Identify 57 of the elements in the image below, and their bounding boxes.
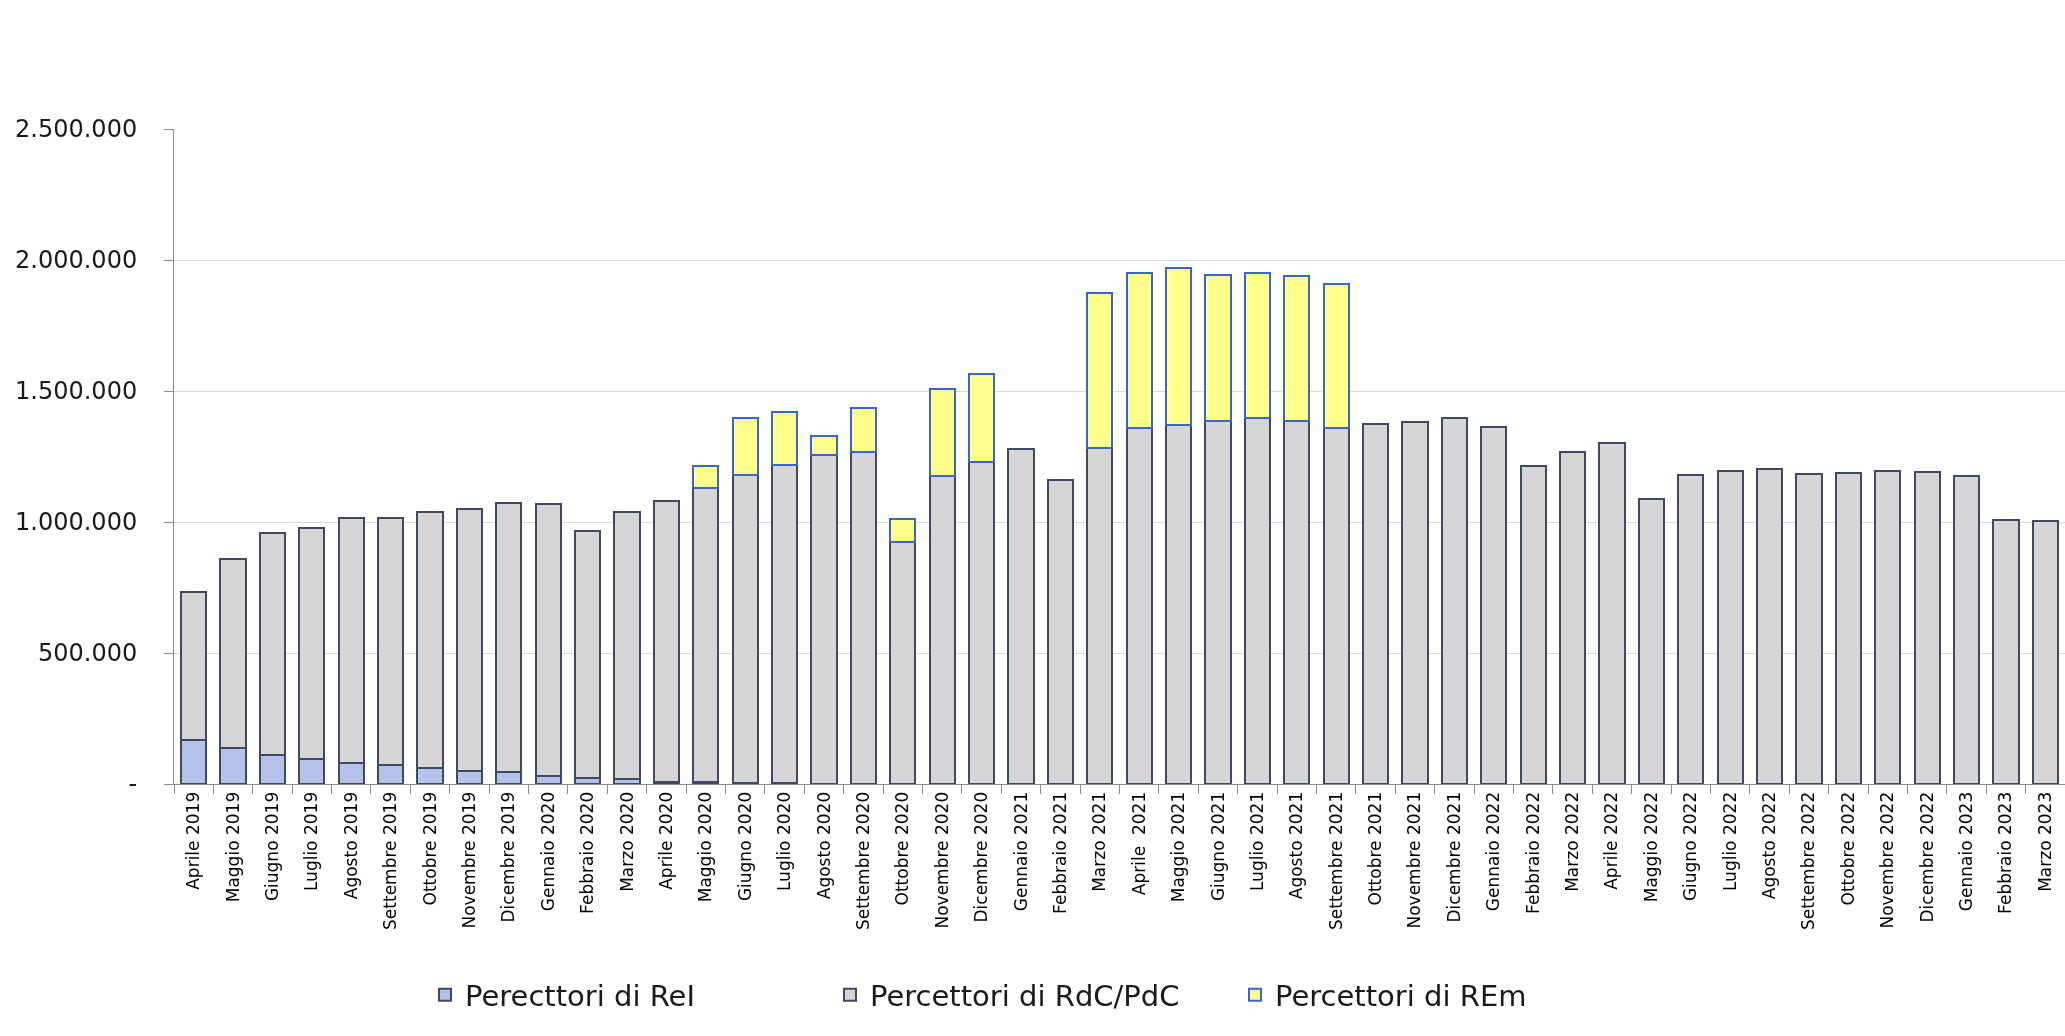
x-tick-label: Ottobre 2019 [419,791,440,906]
x-tick-label: Dicembre 2019 [498,791,519,923]
x-tick-label: Febbraio 2020 [577,791,598,914]
x-tick-label: Marzo 2022 [1562,791,1583,892]
x-tick-label: Febbraio 2022 [1522,791,1543,914]
x-tick-label: Luglio 2019 [301,791,322,892]
x-tick-label: Aprile 2021 [1128,791,1149,896]
x-tick-label: Novembre 2020 [931,791,952,929]
y-tick-label: 500.000 [37,639,138,668]
x-tick-label: Marzo 2021 [1089,791,1110,892]
x-tick-label: Maggio 2021 [1168,791,1189,903]
x-tick-label: Agosto 2022 [1759,791,1780,900]
x-tick-label: Giugno 2021 [1207,791,1228,902]
y-tick-label: 1.500.000 [15,377,138,406]
x-tick-label: Ottobre 2020 [892,791,913,906]
y-tick-label: 2.500.000 [15,115,138,144]
x-tick-label: Novembre 2019 [458,791,479,929]
x-tick-label: Gennaio 2023 [1956,791,1977,912]
x-tick-label: Settembre 2020 [852,791,873,930]
x-tick-label: Novembre 2022 [1877,791,1898,929]
x-tick-label: Settembre 2021 [1325,791,1346,930]
x-tick-label: Settembre 2022 [1798,791,1819,930]
y-tick-label: 2.000.000 [15,246,138,275]
x-tick-label: Novembre 2021 [1404,791,1425,929]
x-tick-label: Marzo 2023 [2034,791,2055,892]
x-tick-label: Luglio 2020 [774,791,795,892]
x-tick-label: Dicembre 2021 [1443,791,1464,923]
x-tick-label: Luglio 2021 [1246,791,1267,892]
x-tick-label: Febbraio 2021 [1049,791,1070,914]
x-tick-label: Dicembre 2020 [971,791,992,923]
legend-label: Percettori di REm [1275,979,1527,1014]
legend-label: Perecttori di ReI [465,979,695,1014]
x-tick-label: Ottobre 2022 [1837,791,1858,906]
x-tick-label: Maggio 2020 [695,791,716,903]
x-tick-label: Gennaio 2022 [1483,791,1504,912]
x-tick-label: Settembre 2019 [380,791,401,930]
x-tick-label: Agosto 2019 [340,791,361,900]
x-tick-label: Agosto 2021 [1286,791,1307,900]
x-tick-label: Gennaio 2021 [1010,791,1031,912]
y-tick-label: - [128,770,138,799]
x-tick-label: Agosto 2020 [813,791,834,900]
x-tick-label: Maggio 2022 [1640,791,1661,903]
x-tick-label: Giugno 2020 [734,791,755,902]
x-tick-label: Gennaio 2020 [537,791,558,912]
x-tick-label: Febbraio 2023 [1995,791,2016,914]
x-tick-label: Aprile 2020 [655,791,676,890]
legend-label: Percettori di RdC/PdC [870,979,1180,1014]
x-tick-label: Aprile 2022 [1601,791,1622,890]
x-tick-label: Giugno 2022 [1680,791,1701,902]
x-tick-label: Aprile 2019 [183,791,204,890]
y-tick-label: 1.000.000 [15,508,138,537]
x-tick-label: Marzo 2020 [616,791,637,892]
x-tick-label: Ottobre 2021 [1365,791,1386,906]
x-tick-label: Maggio 2019 [222,791,243,903]
x-tick-label: Giugno 2019 [262,791,283,902]
x-tick-label: Dicembre 2022 [1916,791,1937,923]
x-tick-label: Luglio 2022 [1719,791,1740,892]
